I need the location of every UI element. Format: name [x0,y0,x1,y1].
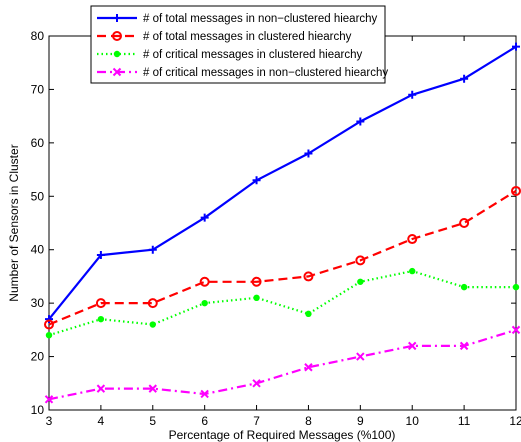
circle-marker [147,298,158,309]
series-line [48,189,517,326]
dot-marker [460,283,468,291]
circle-marker [112,31,122,41]
circle-marker [95,298,106,309]
y-tick-label: 80 [31,29,45,43]
plus-marker [148,245,157,254]
x-marker [459,341,469,351]
x-marker [148,384,157,393]
x-tick-label: 9 [357,414,364,428]
x-tick-label: 4 [98,414,105,428]
x-marker [304,363,313,372]
dot-marker [149,321,156,328]
series-line [48,270,516,337]
y-axis-label: Number of Sensors in Cluster [7,144,21,301]
legend-label: # of critical messages in non−clustered … [143,67,388,79]
series-4 [44,325,521,404]
series-1 [45,42,520,324]
dot-marker [305,310,312,318]
plus-marker [45,315,53,324]
dot-marker [512,283,520,291]
circle-marker [199,276,210,287]
dot-marker [113,50,121,58]
x-tick-label: 5 [149,414,156,428]
plus-marker [304,149,313,158]
y-tick-label: 40 [31,243,45,257]
x-tick-label: 11 [458,414,471,428]
plus-marker [96,251,105,260]
series-2 [44,185,521,330]
plus-marker [252,176,261,185]
plus-marker [356,117,365,126]
dot-marker [97,315,105,323]
series-3 [45,267,520,339]
x-tick-label: 12 [509,414,521,428]
x-marker [44,395,54,404]
legend-label: # of critical messages in clustered hiea… [143,49,362,61]
dot-marker [201,299,208,307]
y-axis-ticks: 10 20 30 40 50 60 70 80 [31,29,516,417]
y-tick-label: 70 [31,82,45,96]
circle-marker [511,185,521,196]
plus-marker [460,74,469,83]
series-layer [44,42,521,404]
legend-label: # of total messages in clustered hiearch… [143,31,352,43]
x-marker [200,389,209,399]
x-tick-label: 3 [46,414,53,428]
y-tick-label: 50 [31,189,45,203]
dot-marker [357,278,364,285]
circle-marker [459,218,470,228]
plot-area [48,35,517,411]
circle-marker [251,276,262,287]
dot-marker [409,267,416,275]
legend: # of total messages in non−clustered hie… [90,5,388,84]
dot-marker [253,294,260,301]
x-marker [96,384,106,393]
x-marker [511,325,521,335]
circle-marker [44,319,54,330]
dot-marker [45,332,53,339]
x-tick-label: 7 [253,414,260,428]
plus-marker [200,213,209,222]
y-tick-label: 10 [31,403,45,417]
y-tick-label: 30 [31,296,45,310]
y-tick-label: 60 [31,136,45,150]
legend-label: # of total messages in non−clustered hie… [143,13,378,25]
x-marker [252,379,261,388]
circle-marker [303,271,314,282]
plus-marker [512,42,520,51]
plus-marker [113,14,121,22]
x-tick-label: 10 [406,414,420,428]
legend-box [90,5,386,84]
series-line [48,328,517,401]
circle-marker [407,234,418,245]
x-tick-label: 8 [305,414,312,428]
y-tick-label: 20 [31,350,45,364]
plus-marker [408,90,417,99]
x-axis-label: Percentage of Required Messages (%100) [169,428,396,442]
x-marker [408,341,417,351]
x-tick-label: 6 [201,414,208,428]
x-marker [112,67,122,77]
x-marker [356,352,365,361]
series-line [48,45,517,320]
circle-marker [355,255,366,266]
